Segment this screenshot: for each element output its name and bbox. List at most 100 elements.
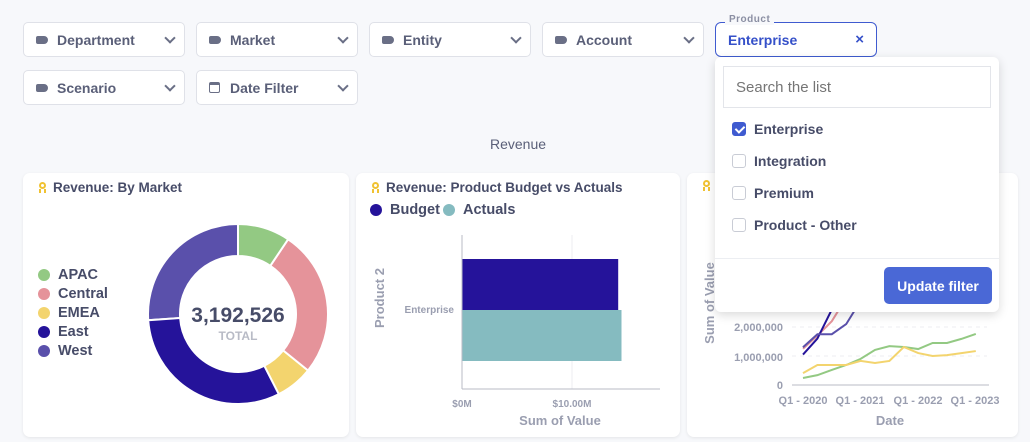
legend-east: East	[38, 324, 89, 340]
card-budget-vs-actuals: Revenue: Product Budget vs Actuals Budge…	[356, 173, 680, 437]
donut-slice-emea[interactable]	[262, 348, 310, 396]
filter-label: Scenario	[57, 79, 117, 96]
donut-total-label: TOTAL	[219, 329, 258, 343]
checkbox[interactable]	[732, 186, 746, 200]
option-product-other[interactable]: Product - Other	[732, 217, 857, 233]
bar-chart: Product 2 Enterprise $0M $10.00M Sum of …	[372, 235, 660, 428]
legend-label: EMEA	[58, 305, 100, 321]
category-label: Enterprise	[405, 305, 455, 316]
bar-actuals[interactable]	[462, 310, 622, 361]
y-axis-label: Product 2	[372, 268, 387, 328]
legend-label: East	[58, 324, 89, 340]
update-filter-button[interactable]: Update filter	[884, 267, 992, 304]
tag-icon	[209, 35, 221, 44]
x-tick-label: $10.00M	[553, 399, 592, 410]
x-tick-label: Q1 - 2022	[894, 395, 943, 407]
divider	[715, 258, 999, 259]
line-series-2[interactable]	[802, 345, 976, 374]
option-integration[interactable]: Integration	[732, 153, 826, 169]
section-title: Revenue	[489, 136, 547, 152]
y-tick-label: 2,000,000	[734, 322, 783, 334]
medal-icon	[702, 180, 711, 192]
calendar-icon	[209, 82, 220, 93]
filter-market[interactable]: Market	[196, 22, 358, 57]
filter-label: Department	[57, 31, 135, 48]
line-series-1[interactable]	[802, 333, 977, 380]
filter-department[interactable]: Department	[23, 22, 185, 57]
card-revenue-by-market: Revenue: By Market APAC Central EMEA East We…	[23, 173, 349, 437]
clear-icon[interactable]: ×	[855, 31, 864, 48]
donut-slice-east[interactable]	[147, 316, 281, 405]
legend-dot	[370, 204, 382, 216]
filter-label: Entity	[403, 31, 442, 48]
donut-chart: 3,192,526 TOTAL	[147, 222, 329, 405]
chevron-down-icon	[510, 31, 522, 44]
x-tick-label: Q1 - 2021	[836, 395, 885, 407]
filter-entity[interactable]: Entity	[369, 22, 531, 57]
legend-emea: EMEA	[38, 305, 100, 321]
legend-label: APAC	[58, 267, 99, 283]
line-chart: Sum of Value 0 1,000,000 2,000,000 Q1 - …	[702, 262, 1000, 428]
filter-date[interactable]: Date Filter	[196, 70, 358, 105]
legend-central: Central	[38, 286, 108, 302]
filter-value: Enterprise	[728, 31, 798, 48]
legend-label: Actuals	[463, 202, 516, 218]
filter-label: Market	[230, 31, 276, 48]
card-title: Revenue: By Market	[53, 180, 183, 195]
legend-label: Budget	[390, 202, 440, 218]
x-tick-label: Q1 - 2023	[951, 395, 1000, 407]
y-tick-label: 0	[777, 380, 783, 392]
option-label: Enterprise	[754, 121, 824, 137]
legend-label: Central	[58, 286, 108, 302]
tag-icon	[382, 35, 394, 44]
checkbox[interactable]	[732, 218, 746, 232]
option-premium[interactable]: Premium	[732, 185, 814, 201]
chevron-down-icon	[164, 79, 176, 92]
legend-west: West	[38, 343, 92, 359]
legend-dot	[443, 204, 455, 216]
medal-icon	[371, 181, 380, 194]
option-enterprise[interactable]: Enterprise	[732, 121, 823, 137]
option-label: Integration	[754, 153, 827, 169]
option-label: Product - Other	[754, 217, 857, 233]
product-dropdown: Enterprise Integration Premium Product -…	[715, 57, 999, 312]
chevron-down-icon	[683, 31, 695, 44]
filter-label: Date Filter	[230, 79, 299, 96]
checkbox[interactable]	[732, 154, 746, 168]
legend-dot	[38, 345, 50, 357]
x-axis-label: Date	[876, 413, 904, 428]
filter-legend: Product	[725, 14, 775, 25]
filter-product[interactable]: Product Enterprise ×	[715, 14, 877, 57]
card-title: Revenue: Product Budget vs Actuals	[386, 180, 623, 195]
checkbox-checked[interactable]	[732, 122, 746, 136]
search-input[interactable]	[723, 66, 991, 108]
chevron-down-icon	[337, 79, 349, 92]
donut-total-value: 3,192,526	[191, 304, 284, 327]
filter-scenario[interactable]: Scenario	[23, 70, 185, 105]
legend-dot	[38, 307, 50, 319]
legend-budget: Budget	[370, 202, 440, 218]
x-tick-label: $0M	[452, 399, 471, 410]
y-tick-label: 1,000,000	[734, 352, 783, 364]
x-tick-label: Q1 - 2020	[779, 395, 828, 407]
option-label: Premium	[754, 185, 814, 201]
legend-dot	[38, 288, 50, 300]
donut-slice-central[interactable]	[268, 237, 329, 372]
filter-label: Account	[576, 31, 632, 48]
filter-account[interactable]: Account	[542, 22, 704, 57]
y-axis-label: Sum of Value	[702, 262, 717, 344]
legend-actuals: Actuals	[443, 202, 515, 218]
legend-dot	[38, 326, 50, 338]
tag-icon	[555, 35, 567, 44]
x-axis-label: Sum of Value	[519, 413, 601, 428]
line-series-5[interactable]	[802, 300, 862, 349]
bar-budget[interactable]	[462, 259, 619, 310]
tag-icon	[36, 83, 48, 92]
legend-apac: APAC	[38, 267, 98, 283]
medal-icon	[38, 181, 47, 194]
chevron-down-icon	[164, 31, 176, 44]
legend-dot	[38, 269, 50, 281]
donut-slice-apac[interactable]	[237, 222, 290, 268]
legend-label: West	[58, 343, 93, 359]
chevron-down-icon	[337, 31, 349, 44]
